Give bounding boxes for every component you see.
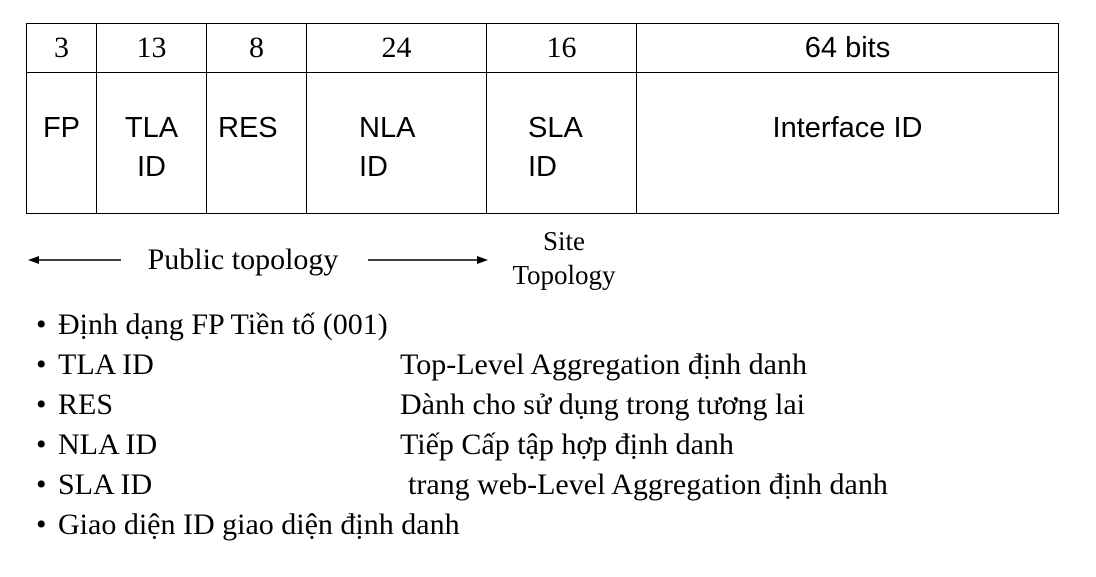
public-topology-span [28,238,490,282]
nla-name-cell: NLA ID [306,72,487,214]
legend-item-sla: • SLA ID trang web-Level Aggregation địn… [36,465,1076,505]
public-topology-label: Public topology [121,240,365,280]
legend-bullet: • [36,388,47,421]
fp-bits-cell: 3 [26,23,97,73]
legend-description: Top-Level Aggregation định danh [400,348,807,381]
legend-item-interface: • Giao diện ID giao diện định danh [36,505,1076,545]
legend-term: RES [58,388,114,421]
interface-name-line1: Interface ID [772,112,923,144]
legend-bullet: • [36,428,47,461]
legend-bullet: • [36,468,47,501]
site-topology-label: Site Topology [500,224,628,292]
legend-description: trang web-Level Aggregation định danh [408,468,888,501]
legend-term: Định dạng FP Tiền tố (001) [58,308,388,341]
legend-bullet: • [36,308,47,341]
fp-name-line1: FP [42,112,81,144]
sla-name-line2: ID [528,151,557,183]
legend-bullet: • [36,508,47,541]
tla-bits-cell: 13 [96,23,207,73]
legend-term: TLA ID [58,348,154,381]
nla-name-line1: NLA [359,112,416,144]
tla-name-line2: ID [137,151,166,183]
ipv6-address-format-table: 3 13 8 24 16 64 bits FP TLA ID RES NLA I… [26,23,1059,214]
sla-name-cell: SLA ID [486,72,637,214]
site-topology-line1: Site [542,226,585,256]
res-name-line1: RES [218,112,278,144]
topology-left-arrowhead [28,256,39,264]
tla-name-line1: TLA [124,112,179,144]
legend-item-fp: • Định dạng FP Tiền tố (001) [36,305,1076,345]
topology-arrow-graphic [28,256,488,264]
interface-bits-cell: 64 bits [636,23,1059,73]
legend-item-tla: • TLA ID Top-Level Aggregation định danh [36,345,1076,385]
tla-name-cell: TLA ID [96,72,207,214]
sla-bits-cell: 16 [486,23,637,73]
legend-description: Dành cho sử dụng trong tương lai [400,388,805,421]
legend-term: NLA ID [58,428,158,461]
topology-right-arrowhead [477,256,488,264]
legend-item-res: • RES Dành cho sử dụng trong tương lai [36,385,1076,425]
site-topology-line2: Topology [512,260,616,290]
sla-name-line1: SLA [528,112,583,144]
res-name-cell: RES [206,72,307,214]
interface-name-cell: Interface ID [636,72,1059,214]
nla-bits-cell: 24 [306,23,487,73]
bit-length-row: 3 13 8 24 16 64 bits [26,23,1059,73]
legend-term: SLA ID [58,468,153,501]
legend-term: Giao diện ID giao diện định danh [58,508,460,541]
res-bits-cell: 8 [206,23,307,73]
legend-description: Tiếp Cấp tập hợp định danh [400,428,734,461]
field-name-row: FP TLA ID RES NLA ID SLA ID [26,72,1059,214]
legend-bullet: • [36,348,47,381]
legend-item-nla: • NLA ID Tiếp Cấp tập hợp định danh [36,425,1076,465]
nla-name-line2: ID [359,151,388,183]
field-legend-list: • Định dạng FP Tiền tố (001) • TLA ID To… [36,305,1076,545]
fp-name-cell: FP [26,72,97,214]
